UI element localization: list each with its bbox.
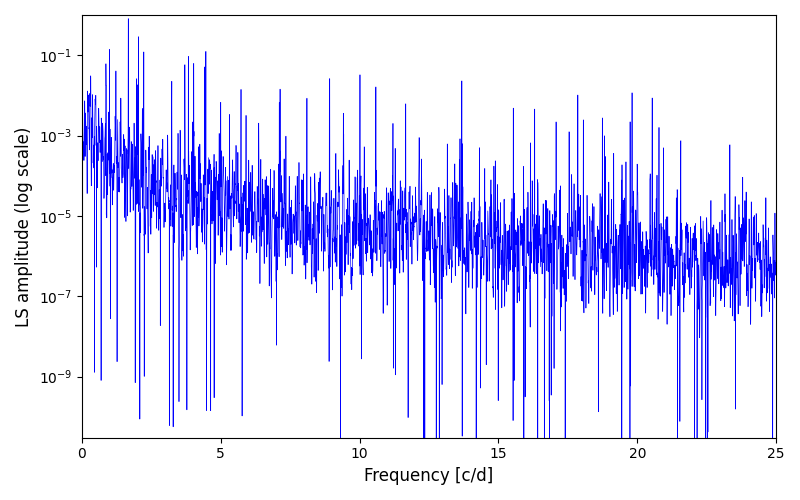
X-axis label: Frequency [c/d]: Frequency [c/d] <box>364 467 494 485</box>
Y-axis label: LS amplitude (log scale): LS amplitude (log scale) <box>15 126 33 326</box>
